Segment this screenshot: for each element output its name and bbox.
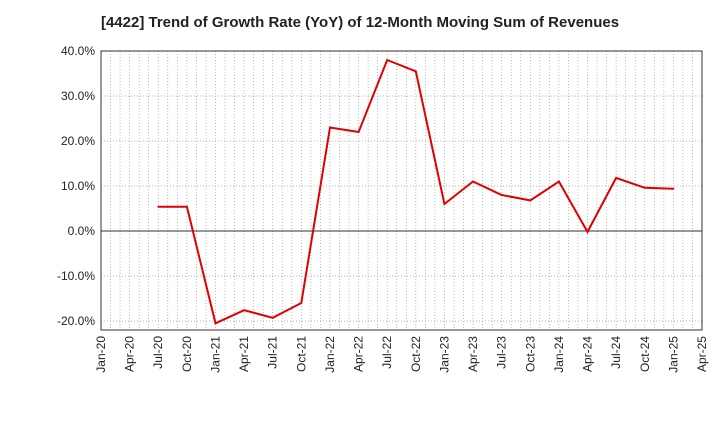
series-layer xyxy=(157,58,675,325)
data-point xyxy=(300,302,303,304)
data-point xyxy=(586,231,589,233)
plot-frame xyxy=(100,50,703,331)
x-tick-label: Apr-21 xyxy=(237,336,251,372)
x-tick-label: Apr-25 xyxy=(695,336,709,372)
x-tick-label: Oct-21 xyxy=(294,336,308,372)
x-tick-label: Oct-20 xyxy=(180,336,194,372)
data-point xyxy=(500,194,503,196)
data-point xyxy=(329,126,331,129)
data-point xyxy=(243,309,245,312)
x-tick-label: Jan-20 xyxy=(94,336,108,373)
data-point xyxy=(672,187,675,190)
x-tick-label: Apr-24 xyxy=(581,336,595,372)
data-point xyxy=(472,180,474,183)
y-tick-label: 10.0% xyxy=(61,179,95,193)
data-point xyxy=(214,322,217,325)
y-tick-label: 20.0% xyxy=(61,134,95,148)
data-point xyxy=(615,177,618,179)
x-tick-label: Jul-24 xyxy=(609,336,623,369)
x-tick-label: Jul-21 xyxy=(266,336,280,369)
x-tick-label: Jul-20 xyxy=(151,336,165,369)
y-tick-label: 40.0% xyxy=(61,44,95,58)
y-tick-label: -10.0% xyxy=(57,269,95,283)
data-point xyxy=(414,70,417,73)
data-point xyxy=(558,180,560,183)
x-tick-label: Apr-20 xyxy=(123,336,137,372)
x-tick-label: Jan-25 xyxy=(666,336,680,373)
x-tick-label: Apr-23 xyxy=(466,336,480,372)
data-point xyxy=(443,203,446,205)
x-tick-label: Jul-23 xyxy=(495,336,509,369)
x-tick-label: Apr-22 xyxy=(352,336,366,372)
data-point xyxy=(643,186,646,189)
x-tick-label: Jan-22 xyxy=(323,336,337,373)
data-point xyxy=(529,199,532,202)
x-tick-label: Oct-24 xyxy=(638,336,652,372)
x-tick-label: Jul-22 xyxy=(380,336,394,369)
data-point xyxy=(185,205,188,208)
plot-area xyxy=(101,51,702,330)
chart-title: [4422] Trend of Growth Rate (YoY) of 12-… xyxy=(100,14,620,31)
x-tick-label: Jan-24 xyxy=(552,336,566,373)
data-point xyxy=(386,59,389,61)
axes: 40.0% 30.0% 20.0% 10.0% 0.0% -10.0% -20.0% Jan-… xyxy=(57,44,709,373)
y-tick-label: 0.0% xyxy=(68,224,96,238)
x-tick-label: Oct-22 xyxy=(409,336,423,372)
data-point xyxy=(157,205,160,208)
x-tick-label: Jan-21 xyxy=(208,336,222,373)
x-tick-label: Oct-23 xyxy=(523,336,537,372)
data-point xyxy=(271,316,274,319)
x-tick-label: Jan-23 xyxy=(437,336,451,373)
data-point xyxy=(357,131,360,133)
y-tick-label: -20.0% xyxy=(57,314,95,328)
y-tick-label: 30.0% xyxy=(61,89,95,103)
